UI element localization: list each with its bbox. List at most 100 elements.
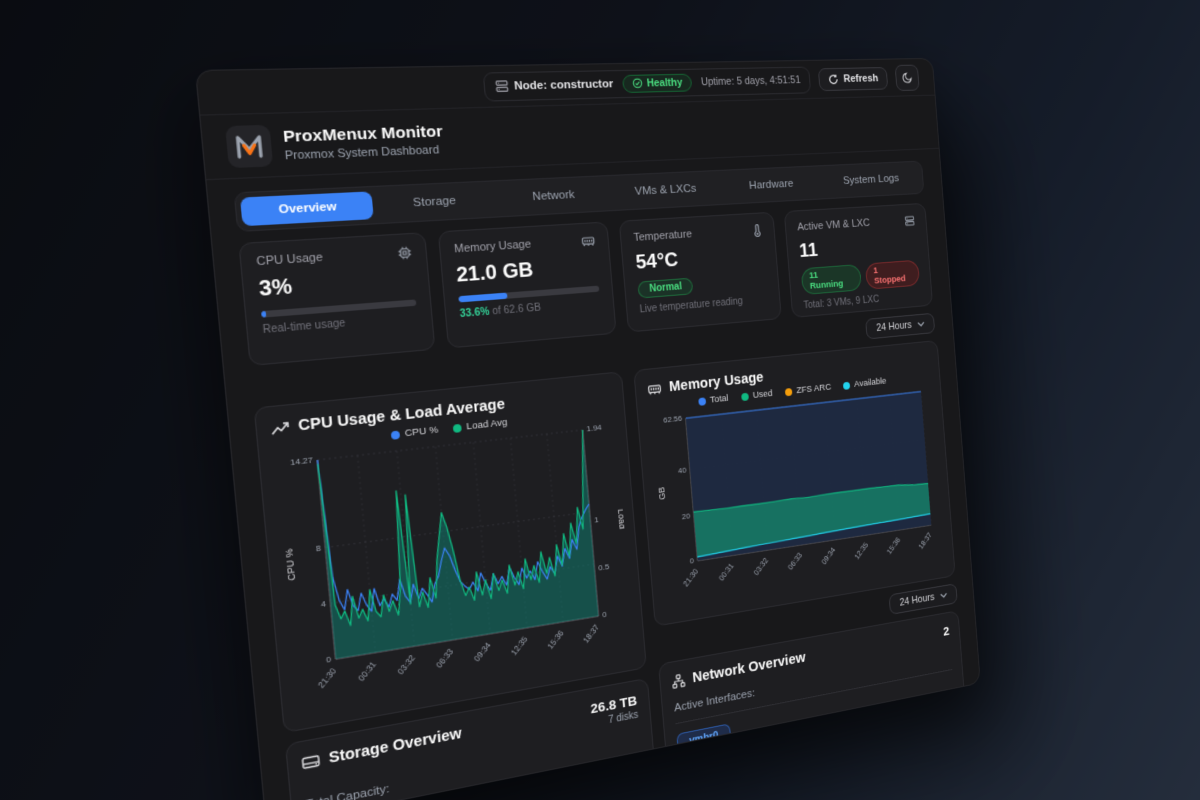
svg-text:18:37: 18:37 <box>917 531 933 551</box>
svg-text:8: 8 <box>316 544 322 554</box>
refresh-label: Refresh <box>843 72 879 85</box>
node-info-group: Node: constructor Healthy Uptime: 5 days… <box>482 66 812 102</box>
time-range-dropdown-2[interactable]: 24 Hours <box>888 583 958 615</box>
storage-summary: 26.8 TB 7 disks <box>590 693 639 730</box>
thermometer-icon <box>751 224 763 237</box>
svg-text:21:30: 21:30 <box>682 567 700 588</box>
svg-text:1.94: 1.94 <box>586 423 602 433</box>
memory-icon <box>581 234 596 248</box>
svg-text:15:36: 15:36 <box>546 629 566 651</box>
cpu-value: 3% <box>257 274 294 302</box>
theme-toggle-button[interactable] <box>894 64 920 91</box>
cpu-usage-card: CPU Usage 3% Real-time usage <box>238 232 436 367</box>
svg-text:0: 0 <box>326 655 332 665</box>
tab-system-logs[interactable]: System Logs <box>842 172 900 187</box>
svg-text:1: 1 <box>594 515 599 524</box>
svg-text:12:35: 12:35 <box>853 541 870 561</box>
memory-caption: 33.6% of 62.6 GB <box>459 298 600 321</box>
health-label: Healthy <box>646 76 683 89</box>
memory-value: 21.0 GB <box>455 258 535 287</box>
tab-hardware[interactable]: Hardware <box>748 178 794 192</box>
svg-text:62.56: 62.56 <box>663 414 683 425</box>
memory-percent: 33.6% <box>459 306 490 321</box>
memory-icon <box>647 382 662 396</box>
app-title-block: ProxMenux Monitor Proxmox System Dashboa… <box>282 122 444 162</box>
vm-count-value: 11 <box>798 239 819 262</box>
cpu-card-title: CPU Usage <box>255 251 324 269</box>
svg-text:06:33: 06:33 <box>435 647 456 670</box>
app-subtitle: Proxmox System Dashboard <box>284 143 440 163</box>
temperature-status-badge: Normal <box>637 277 694 299</box>
cpu-progress-fill <box>261 310 267 318</box>
cpu-load-chart-card: CPU Usage & Load Average CPU % Load Avg … <box>253 371 647 734</box>
svg-text:14.27: 14.27 <box>290 456 314 468</box>
memory-of-total: of 62.6 GB <box>491 302 542 318</box>
stack-icon <box>904 215 916 228</box>
interface-badge-vmbr0[interactable]: vmbr0 <box>676 723 731 754</box>
memory-card-title: Memory Usage <box>453 238 532 256</box>
server-icon <box>494 79 509 93</box>
svg-text:00:31: 00:31 <box>717 561 735 582</box>
svg-text:CPU %: CPU % <box>283 548 297 581</box>
svg-text:0: 0 <box>690 557 695 566</box>
node-label: Node: constructor <box>513 77 614 93</box>
tab-storage[interactable]: Storage <box>412 194 457 210</box>
chevron-down-icon <box>940 592 948 599</box>
temperature-caption: Live temperature reading <box>639 296 744 316</box>
tab-network[interactable]: Network <box>532 188 576 204</box>
temperature-value: 54°C <box>634 249 679 274</box>
cpu-load-chart: 21:30 00:31 03:32 06:33 09:34 12:35 15:36 18:37… <box>283 423 627 689</box>
vm-running-badge: 11 Running <box>800 264 863 296</box>
temperature-card: Temperature 54°C Normal Live temperature… <box>618 211 782 333</box>
temperature-card-title: Temperature <box>633 228 693 244</box>
refresh-icon <box>828 73 839 85</box>
svg-text:21:30: 21:30 <box>316 666 338 689</box>
storage-title: Storage Overview <box>328 725 463 768</box>
tab-overview[interactable]: Overview <box>239 191 374 227</box>
svg-text:20: 20 <box>682 511 691 521</box>
active-vm-lxc-card: Active VM & LXC 11 11 Running 1 Stopped … <box>783 202 934 318</box>
app-logo <box>225 124 274 168</box>
uptime-text: Uptime: 5 days, 4:51:51 <box>700 73 801 88</box>
refresh-button[interactable]: Refresh <box>817 66 889 91</box>
hard-drive-icon <box>301 754 320 770</box>
time-range-dropdown[interactable]: 24 Hours <box>865 312 936 340</box>
svg-text:03:32: 03:32 <box>396 653 417 676</box>
memory-chart-card: Memory Usage Total Used ZFS ARC Availabl… <box>633 340 956 627</box>
moon-icon <box>901 71 913 83</box>
health-badge: Healthy <box>622 73 693 93</box>
svg-text:09:34: 09:34 <box>820 546 837 566</box>
svg-text:15:36: 15:36 <box>886 536 902 556</box>
memory-progress-fill <box>458 292 508 303</box>
time-range-label: 24 Hours <box>875 319 913 334</box>
legend-item: Total <box>697 393 729 407</box>
memory-usage-card: Memory Usage 21.0 GB 33.6% of 62.6 GB <box>437 221 617 349</box>
svg-text:0: 0 <box>602 610 607 619</box>
svg-text:00:31: 00:31 <box>357 660 379 683</box>
svg-text:0.5: 0.5 <box>598 562 610 572</box>
proxmenux-m-icon <box>233 132 266 159</box>
svg-text:09:34: 09:34 <box>472 641 493 664</box>
vm-stopped-badge: 1 Stopped <box>865 259 921 290</box>
trending-up-icon <box>270 420 290 436</box>
svg-text:40: 40 <box>678 466 687 476</box>
svg-text:GB: GB <box>657 486 667 500</box>
svg-text:12:35: 12:35 <box>510 635 530 657</box>
svg-text:18:37: 18:37 <box>582 623 601 645</box>
tab-vms-lxcs[interactable]: VMs & LXCs <box>634 182 697 198</box>
svg-text:4: 4 <box>321 599 327 609</box>
svg-text:Load: Load <box>616 508 627 529</box>
svg-text:06:33: 06:33 <box>787 551 804 572</box>
network-icon <box>671 673 685 689</box>
time-range-label: 24 Hours <box>899 591 935 609</box>
chevron-down-icon <box>917 321 925 327</box>
svg-text:03:32: 03:32 <box>752 556 770 577</box>
cpu-icon <box>397 246 412 261</box>
node-label-wrap: Node: constructor <box>494 77 614 93</box>
memory-chart: 21:30 00:31 03:32 06:33 09:34 12:35 15:36 18:37… <box>657 383 933 588</box>
vm-card-title: Active VM & LXC <box>796 217 871 234</box>
vm-caption: Total: 3 VMs, 9 LXC <box>803 294 880 312</box>
dashboard-window: Node: constructor Healthy Uptime: 5 days… <box>194 57 981 800</box>
network-interfaces-count: 2 <box>942 623 950 639</box>
check-circle-icon <box>632 78 643 89</box>
